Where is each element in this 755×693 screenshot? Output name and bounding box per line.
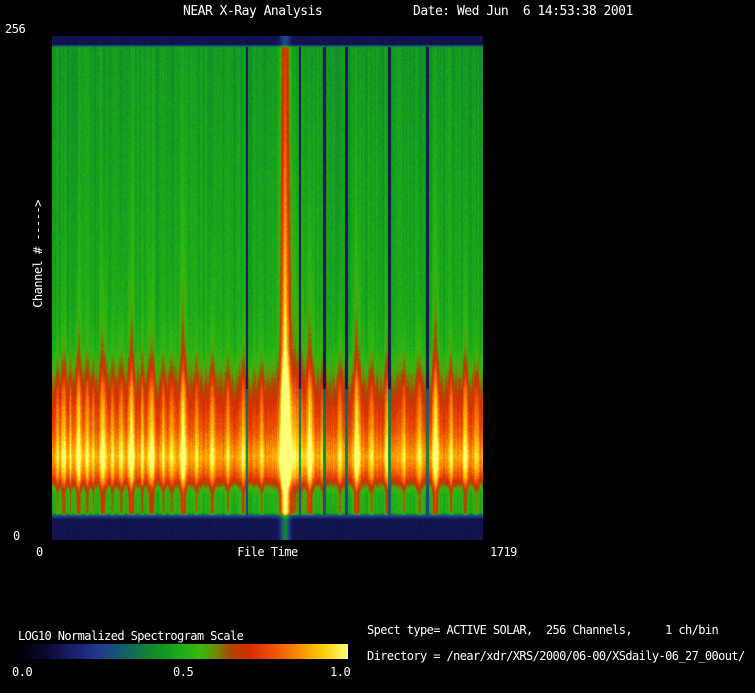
page-title: NEAR X-Ray Analysis (183, 4, 323, 19)
colorbar-tick-mid: 0.5 (173, 665, 194, 679)
spectrogram-plot (52, 36, 483, 540)
y-axis-min-label: 0 (13, 529, 20, 543)
directory-text: Directory = /near/xdr/XRS/2000/06-00/XSd… (367, 649, 745, 663)
colorbar-tick-max: 1.0 (330, 665, 351, 679)
colorbar-tick-min: 0.0 (12, 665, 33, 679)
x-axis-label: File Time (237, 545, 298, 559)
x-axis-max-label: 1719 (490, 545, 517, 559)
date-label: Date: Wed Jun 6 14:53:38 2001 (413, 4, 633, 19)
colorbar-gradient (18, 644, 348, 659)
x-axis-min-label: 0 (36, 545, 43, 559)
y-axis-label: Channel # -----> (31, 200, 45, 308)
colorbar-label: LOG10 Normalized Spectrogram Scale (18, 629, 244, 643)
y-axis-max-label: 256 (5, 22, 26, 36)
spect-type-text: Spect type= ACTIVE SOLAR, 256 Channels, … (367, 623, 719, 637)
